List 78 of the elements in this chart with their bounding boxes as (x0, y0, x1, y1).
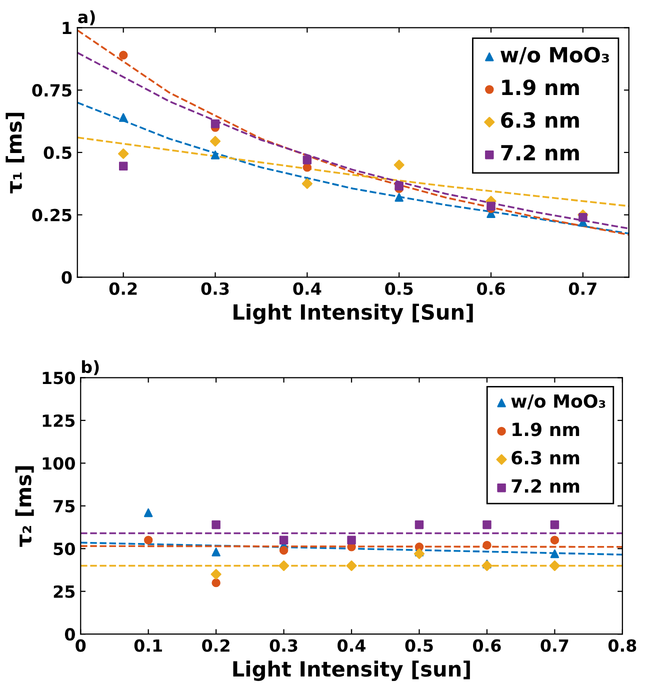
point (347, 536, 356, 544)
point (210, 119, 220, 128)
line-series (77, 136, 629, 208)
text: a) (78, 10, 95, 26)
point (210, 136, 221, 147)
x-tick-label: 0.2 (109, 282, 137, 295)
x-tick-label: 0.8 (608, 639, 636, 652)
y-tick-label: 100 (42, 457, 75, 470)
legend-label: 7.2 nm (501, 144, 579, 160)
point (486, 202, 496, 210)
point (210, 150, 220, 160)
x-tick-label: 0.4 (293, 282, 322, 295)
point (414, 520, 424, 530)
point (578, 212, 588, 222)
y-tick-label: 125 (42, 414, 75, 427)
y-tick-label: 0 (62, 271, 72, 284)
x-tick-label: 0.6 (477, 282, 505, 295)
point (482, 540, 492, 550)
legend-label: 7.2 nm (512, 479, 580, 493)
x-tick-label: 0 (76, 639, 86, 652)
point (414, 548, 425, 560)
y-tick-label: 0.75 (32, 84, 72, 97)
legend-label: w/o MoO₃ (511, 394, 606, 410)
point (302, 178, 312, 189)
point (550, 536, 560, 544)
y-tick-label: 0 (64, 628, 75, 641)
point (482, 520, 492, 530)
point (144, 536, 153, 544)
legend-label: 6.3 nm (501, 112, 579, 128)
y-tick-label: 0.25 (32, 208, 72, 222)
x-axis-title: Light Intensity [Sun] (234, 304, 473, 324)
point (482, 560, 492, 572)
point (394, 160, 404, 170)
x-tick-label: 0.1 (134, 639, 162, 652)
point (212, 548, 220, 556)
y-axis-title: τ₂ [ms] (15, 466, 34, 547)
point (550, 520, 560, 530)
x-tick-label: 0.5 (405, 639, 433, 652)
x-tick-label: 0.3 (201, 282, 229, 295)
y-axis-title: τ₁ [ms] (6, 112, 24, 194)
point (394, 182, 404, 191)
x-tick-label: 0.6 (473, 639, 501, 652)
point (118, 50, 128, 60)
y-tick-label: 50 (54, 542, 75, 556)
point (346, 560, 357, 572)
x-tick-label: 0.7 (540, 639, 568, 652)
point (118, 113, 128, 122)
legend-label: 1.9 nm (512, 422, 580, 436)
x-tick-label: 0.4 (338, 639, 366, 652)
point (212, 520, 220, 530)
y-tick-label: 25 (54, 585, 75, 598)
point (394, 192, 404, 202)
point (144, 508, 153, 518)
point (279, 546, 288, 555)
x-tick-label: 0.3 (270, 639, 298, 652)
point (118, 162, 128, 171)
x-tick-label: 0.7 (568, 282, 596, 295)
point (549, 560, 560, 572)
y-tick-label: 0.5 (44, 146, 72, 160)
point (550, 549, 560, 558)
point (279, 536, 288, 544)
legend-label: 1.9 nm (502, 80, 579, 96)
y-tick-label: 150 (42, 372, 75, 384)
point (302, 163, 312, 172)
point (118, 148, 129, 160)
y-tick-label: 1 (62, 22, 72, 34)
point (302, 156, 312, 164)
x-axis-title: Light Intensity [sun] (233, 660, 470, 681)
y-tick-label: 75 (54, 500, 75, 512)
line-series (77, 102, 629, 234)
legend-label: w/o MoO₃ (500, 46, 609, 64)
text: b) (82, 360, 99, 376)
point (210, 568, 222, 580)
legend-label: 6.3 nm (512, 450, 580, 465)
x-tick-label: 0.2 (202, 639, 230, 652)
x-tick-label: 0.5 (385, 282, 413, 295)
point (212, 578, 220, 588)
point (278, 560, 290, 572)
